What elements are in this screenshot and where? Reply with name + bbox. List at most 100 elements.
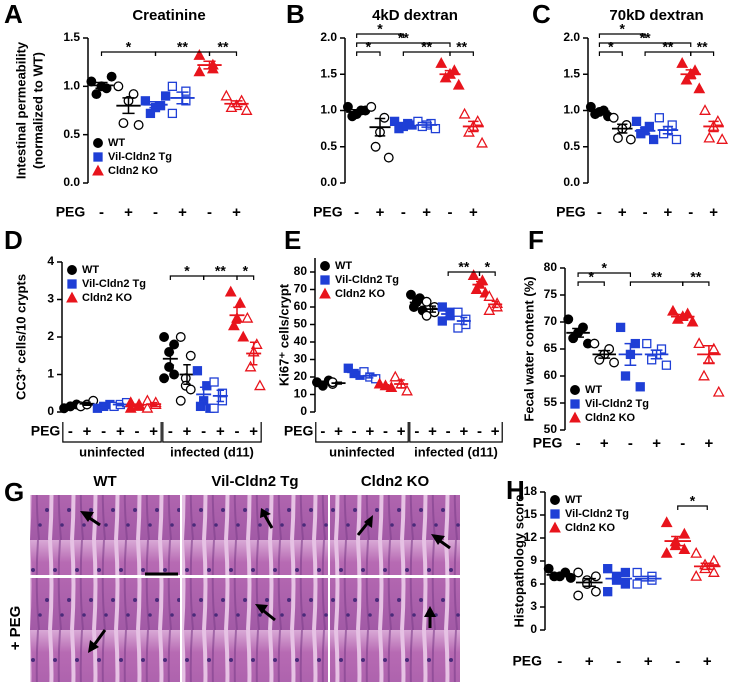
y-tick-label: 60: [544, 368, 558, 382]
panel-letter: G: [4, 477, 24, 507]
error-bar: [249, 341, 258, 366]
x-axis-label: PEG: [56, 204, 86, 220]
data-point: [594, 354, 605, 365]
data-point: [565, 572, 576, 583]
legend-marker: [550, 509, 560, 519]
data-point: [234, 296, 247, 308]
y-tick-label: 30: [294, 352, 308, 366]
data-point: [458, 107, 471, 119]
data-point: [244, 360, 257, 372]
error-bar: [594, 109, 605, 114]
x-tick-label: -: [352, 423, 357, 440]
panel-letter: H: [506, 475, 525, 505]
y-tick-label: 0: [47, 404, 54, 418]
data-point: [690, 569, 703, 581]
error-bar: [99, 404, 108, 409]
data-point: [209, 377, 219, 387]
error-bar: [203, 60, 216, 70]
significance-label: *: [126, 39, 132, 55]
significance-label: *: [608, 39, 614, 55]
data-point: [383, 152, 394, 163]
x-axis-label: PEG: [31, 423, 61, 439]
data-point: [686, 315, 699, 327]
error-bar: [662, 125, 674, 135]
significance-bracket: [598, 42, 692, 47]
data-point: [615, 322, 626, 333]
significance-bracket: [690, 51, 715, 56]
y-tick-label: 1.0: [563, 103, 580, 117]
x-tick-label: -: [201, 423, 206, 440]
significance-bracket: [677, 505, 708, 510]
significance-label: *: [602, 260, 608, 276]
y-tick-label: 50: [544, 422, 558, 436]
y-tick-label: 0.0: [320, 175, 337, 189]
data-point: [678, 543, 691, 554]
data-point: [603, 564, 613, 574]
legend-label: Vil-Cldn2 Tg: [585, 398, 649, 410]
significance-bracket: [598, 33, 646, 38]
data-point: [437, 316, 447, 326]
data-point: [654, 113, 665, 123]
error-bar: [703, 345, 715, 364]
data-point: [680, 73, 693, 85]
significance-label: *: [620, 21, 626, 37]
error-bar: [350, 369, 358, 376]
y-tick-label: 80: [294, 264, 308, 278]
x-tick-label: -: [235, 423, 240, 440]
y-tick-label: 1.5: [63, 30, 80, 44]
x-tick-label: +: [705, 435, 714, 452]
legend-label: WT: [108, 137, 125, 149]
data-point: [124, 396, 137, 408]
data-point: [193, 49, 206, 60]
data-point: [241, 311, 254, 323]
legend-marker: [320, 275, 330, 285]
x-tick-label: -: [688, 204, 693, 221]
y-tick-label: 0: [530, 622, 537, 636]
error-bar: [624, 342, 637, 366]
significance-bracket: [598, 51, 623, 56]
micrograph: [330, 578, 460, 682]
data-point: [167, 81, 178, 91]
data-point: [160, 91, 171, 101]
x-tick-label: +: [83, 423, 92, 440]
significance-label: **: [458, 259, 469, 275]
significance-label: **: [218, 39, 229, 55]
legend-label: Vil-Cldn2 Tg: [565, 508, 629, 520]
group-bracket: [409, 422, 503, 443]
legend-label: Cldn2 KO: [335, 288, 386, 300]
data-point: [254, 379, 266, 391]
y-tick-label: 2.0: [320, 30, 337, 44]
data-point: [452, 78, 465, 90]
error-bar: [582, 577, 596, 588]
error-bar: [166, 351, 175, 366]
x-tick-label: -: [320, 423, 325, 440]
x-tick-label: -: [446, 423, 451, 440]
data-point: [141, 401, 154, 413]
panel-letter: D: [4, 225, 23, 255]
legend-marker: [67, 279, 77, 289]
column-label: Cldn2 KO: [361, 473, 430, 490]
data-point: [435, 57, 448, 68]
data-point: [159, 373, 170, 384]
x-tick-label: +: [459, 423, 468, 440]
data-point: [421, 296, 432, 307]
legend-label: Vil-Cldn2 Tg: [82, 278, 146, 290]
x-tick-label: -: [68, 423, 73, 440]
legend-marker: [319, 287, 331, 299]
y-tick-label: 70: [544, 314, 558, 328]
y-tick-label: 4: [47, 254, 54, 268]
data-point: [609, 357, 620, 368]
group-label: infected (d11): [170, 444, 254, 459]
legend-label: WT: [335, 260, 352, 272]
data-point: [145, 108, 156, 119]
error-bar: [413, 298, 421, 306]
data-point: [632, 567, 642, 578]
data-point: [671, 134, 682, 145]
error-bar: [397, 379, 405, 389]
y-axis-label: Ki67⁺ cells/crypt: [276, 283, 291, 386]
y-tick-label: 0.0: [63, 175, 80, 189]
data-point: [470, 283, 483, 294]
panel-letter: F: [528, 225, 544, 255]
error-bar: [334, 381, 343, 385]
micrograph: [182, 495, 328, 575]
